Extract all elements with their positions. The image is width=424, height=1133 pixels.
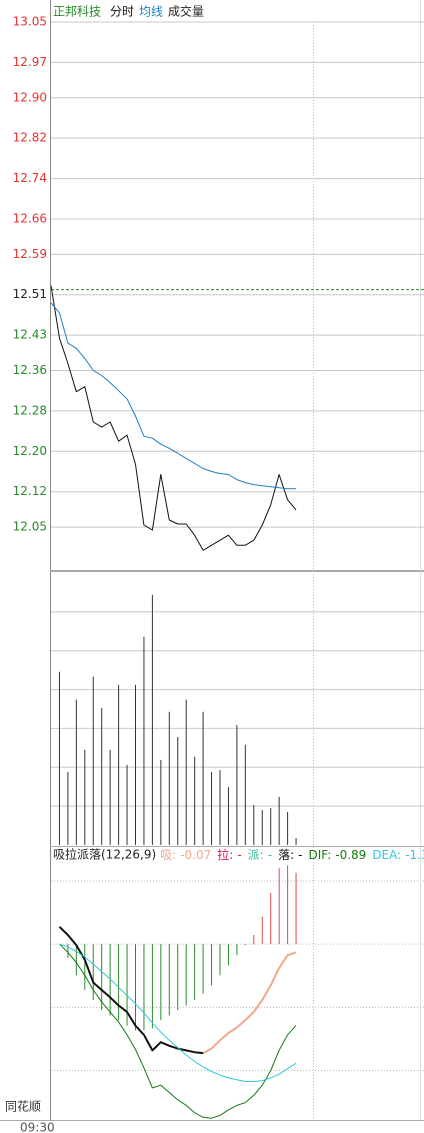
legend-name: DIF: — [308, 848, 331, 862]
legend-entry: 派: - — [248, 848, 272, 862]
legend-entry: DIF: -0.89 — [308, 848, 366, 862]
legend-name: 吸: — [160, 848, 176, 862]
series-line — [202, 951, 297, 1054]
y-tick-label: 12.97 — [13, 55, 47, 69]
series-line — [50, 285, 297, 551]
chart-title: 正邦科技 — [53, 5, 101, 19]
panel-title: 成交量 — [168, 4, 204, 19]
y-tick-label: 12.12 — [13, 484, 47, 498]
legend-value: -1.30 — [405, 848, 424, 862]
y-tick-label: 12.74 — [13, 171, 47, 185]
y-tick-label: 12.90 — [13, 90, 47, 104]
x-tick-label: 09:30 — [20, 1121, 55, 1133]
y-tick-label: 12.59 — [13, 247, 47, 261]
y-tick-label: 13.05 — [13, 15, 47, 29]
y-tick-label: 12.05 — [13, 520, 47, 534]
legend-name: 派: — [248, 848, 264, 862]
y-tick-label: 12.82 — [13, 131, 47, 145]
legend-name: DEA: — [372, 848, 401, 862]
y-tick-label: 12.43 — [13, 328, 47, 342]
legend-value: - — [268, 848, 272, 862]
legend-value: -0.07 — [180, 848, 211, 862]
legend-entry: 落: - — [278, 848, 302, 862]
legend-entry: DEA: -1.30 — [372, 848, 424, 862]
legend-entry: 均线 — [139, 5, 163, 19]
legend-entry: 吸: -0.07 — [160, 848, 211, 862]
series-line — [59, 943, 297, 1082]
legend-name: 落: — [278, 848, 294, 862]
brand: 同花顺 — [5, 1099, 41, 1114]
series-line — [59, 943, 297, 1119]
series-line — [50, 302, 296, 490]
y-tick-label: 12.28 — [13, 403, 47, 417]
legend-value: -0.89 — [335, 848, 366, 862]
legend-entry: 分时 — [110, 5, 134, 19]
legend-value: - — [298, 848, 302, 862]
y-tick-label: 12.66 — [13, 211, 47, 225]
legend-name: 拉: — [217, 847, 233, 862]
legend-entry: 拉: - — [217, 847, 241, 862]
y-tick-label: 12.51 — [13, 287, 47, 301]
legend-value: - — [237, 848, 241, 862]
panel-title: 吸拉派落(12,26,9) — [53, 847, 156, 862]
y-tick-label: 12.36 — [13, 363, 47, 377]
y-tick-label: 12.20 — [13, 444, 47, 458]
